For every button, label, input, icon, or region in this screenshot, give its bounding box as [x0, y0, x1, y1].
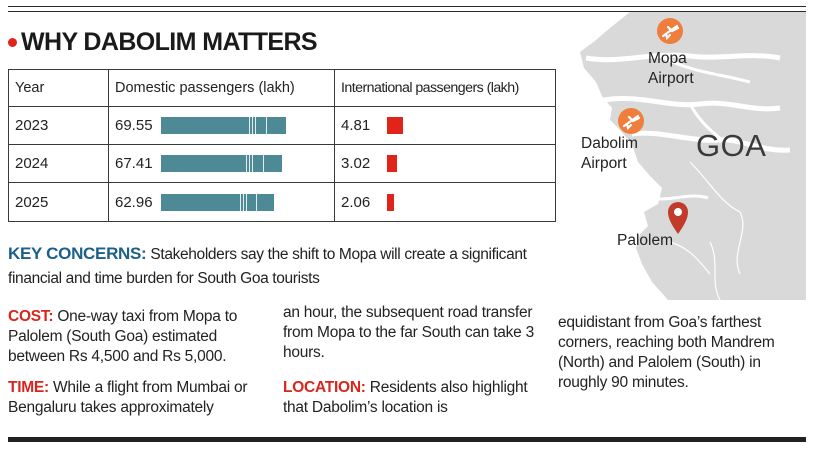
domestic-value: 69.55	[115, 117, 153, 134]
domestic-bar	[161, 155, 283, 172]
international-value: 4.81	[341, 117, 371, 134]
row-domestic: 62.96	[109, 183, 335, 221]
header-year: Year	[9, 70, 109, 106]
row-international: 2.06	[335, 183, 555, 221]
header-domestic: Domestic passengers (lakh)	[109, 70, 335, 106]
mopa-label-line1: Mopa	[648, 50, 687, 67]
mopa-label-line2: Airport	[648, 70, 694, 87]
table-header-row: Year Domestic passengers (lakh) Internat…	[9, 70, 555, 107]
international-bar	[387, 193, 394, 211]
top-rule-second	[8, 11, 806, 12]
top-rule	[8, 6, 806, 7]
bar-tick	[243, 193, 245, 211]
dabolim-label-line1: Dabolim	[581, 135, 638, 152]
mopa-airport-marker	[657, 18, 683, 44]
bar-tick	[245, 193, 247, 211]
district-lines	[669, 161, 744, 300]
cost-label: COST:	[8, 308, 54, 325]
row-year: 2023	[9, 107, 109, 144]
headline: WHY DABOLIM MATTERS	[8, 28, 318, 57]
bar-tick	[256, 193, 258, 211]
bottom-rule	[8, 437, 806, 442]
cost-text: One-way taxi from Mopa to Palolem (South…	[8, 308, 238, 365]
table-row: 2023 69.55 4.81	[9, 107, 555, 145]
row-year: 2025	[9, 183, 109, 221]
bar-tick	[252, 155, 253, 172]
domestic-bar	[161, 117, 287, 134]
table-row: 2025 62.96 2.06	[9, 183, 555, 221]
goa-region-label: GOA	[696, 128, 767, 163]
palolem-pin	[668, 202, 688, 234]
palolem-label: Palolem	[617, 232, 673, 249]
header-international: International passengers (lakh)	[341, 80, 519, 96]
bar-tick	[266, 117, 268, 134]
domestic-value: 62.96	[115, 193, 153, 211]
row-domestic: 69.55	[109, 107, 335, 144]
cost-paragraph: COST: One-way taxi from Mopa to Palolem …	[8, 307, 270, 367]
goa-map	[540, 12, 806, 300]
time-text: While a flight from Mumbai or Bengaluru …	[8, 379, 248, 416]
bar-tick	[254, 117, 256, 134]
international-value: 3.02	[341, 155, 371, 172]
headline-text: WHY DABOLIM MATTERS	[21, 28, 318, 56]
international-bar	[387, 117, 404, 134]
domestic-value: 67.41	[115, 155, 153, 172]
domestic-bar	[161, 193, 275, 211]
bar-tick	[251, 117, 253, 134]
time-paragraph: TIME: While a flight from Mumbai or Beng…	[8, 378, 270, 418]
river-north	[585, 52, 781, 63]
row-year: 2024	[9, 145, 109, 182]
key-concerns-text: Stakeholders say the shift to Mopa will …	[8, 246, 527, 287]
bar-tick	[240, 193, 242, 211]
dabolim-label: Dabolim Airport	[581, 134, 638, 174]
dabolim-label-line2: Airport	[581, 155, 627, 172]
river-north-branch	[659, 54, 751, 84]
row-international: 3.02	[335, 145, 555, 182]
time-label: TIME:	[8, 379, 49, 396]
bar-tick	[245, 155, 247, 172]
bullet-dot	[8, 38, 17, 47]
row-international: 4.81	[335, 107, 555, 144]
location-text: Residents also highlight that Dabolim’s …	[283, 379, 528, 416]
key-concerns: KEY CONCERNS: Stakeholders say the shift…	[8, 242, 528, 291]
international-bar	[387, 155, 398, 172]
location-paragraph: LOCATION: Residents also highlight that …	[283, 378, 538, 418]
time-continuation: an hour, the subsequent road transfer fr…	[283, 304, 534, 361]
location-continuation: equidistant from Goa’s farthest corners,…	[558, 314, 775, 391]
river-south	[649, 194, 709, 201]
bar-tick	[262, 155, 264, 172]
bar-tick	[248, 117, 250, 134]
dabolim-airport-marker	[618, 108, 644, 134]
bar-tick	[248, 155, 250, 172]
goa-land	[580, 12, 806, 300]
table-row: 2024 67.41 3.02	[9, 145, 555, 183]
row-domestic: 67.41	[109, 145, 335, 182]
passenger-table: Year Domestic passengers (lakh) Internat…	[8, 69, 556, 222]
mopa-label: Mopa Airport	[648, 49, 694, 89]
location-label: LOCATION:	[283, 379, 366, 396]
international-value: 2.06	[341, 193, 371, 211]
river-mandovi	[603, 95, 781, 112]
river-branch	[688, 103, 723, 142]
key-concerns-label: KEY CONCERNS:	[8, 244, 147, 263]
